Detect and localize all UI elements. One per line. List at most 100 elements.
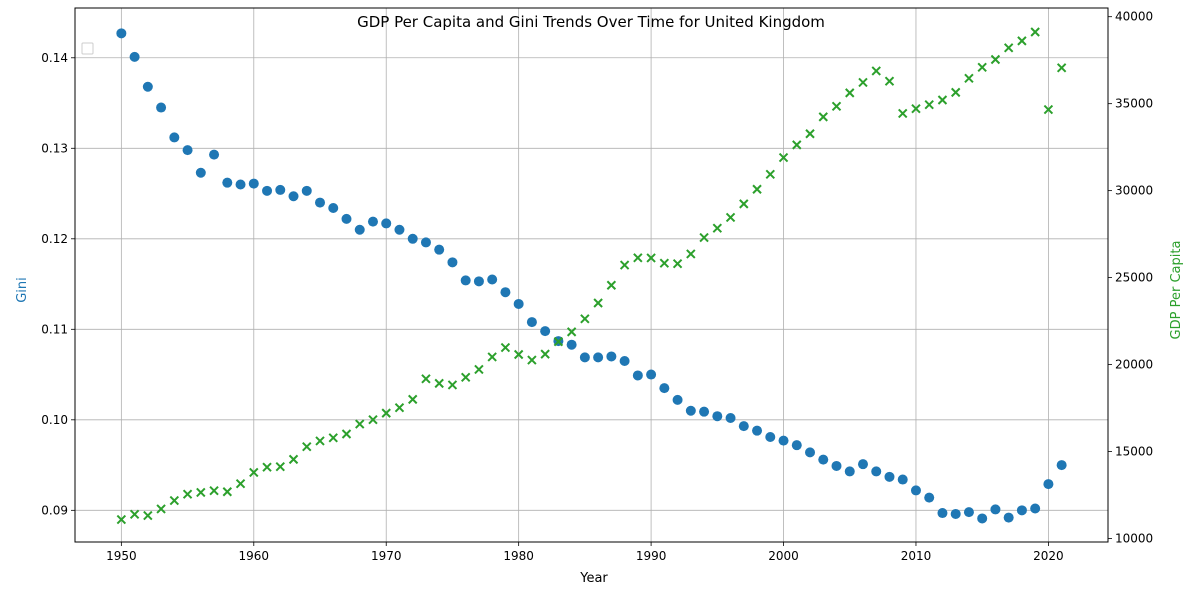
gini-point (275, 184, 286, 195)
gini-point (910, 485, 921, 496)
gdp-point (1003, 43, 1014, 53)
gini-point (500, 287, 511, 298)
gdp-point (924, 100, 934, 110)
left-y-tick-label: 0.09 (41, 503, 68, 517)
gini-point (142, 81, 153, 92)
gdp-point (209, 485, 219, 496)
gdp-point (792, 140, 802, 150)
gdp-point (527, 355, 537, 365)
gdp-point (686, 249, 696, 259)
gini-point (1016, 505, 1027, 516)
gdp-point (222, 487, 233, 497)
gini-point (805, 447, 816, 458)
gini-point (367, 216, 378, 227)
gdp-point (381, 408, 391, 418)
left-y-tick-label: 0.14 (41, 51, 68, 65)
gdp-point (937, 95, 948, 105)
right-y-tick-label: 20000 (1115, 358, 1153, 372)
gdp-point (249, 467, 259, 478)
x-tick-label: 2020 (1033, 549, 1064, 563)
x-tick-label: 2000 (768, 549, 799, 563)
gini-point (460, 275, 471, 286)
x-tick-label: 1970 (371, 549, 402, 563)
gini-series (116, 28, 1067, 524)
gdp-point (725, 212, 736, 223)
gdp-point (593, 298, 603, 308)
gini-point (1056, 460, 1067, 471)
gini-point (937, 508, 948, 519)
gdp-point (328, 433, 338, 443)
gdp-point (805, 129, 815, 139)
gdp-point (659, 258, 670, 268)
gini-point (116, 28, 127, 39)
right-y-tick-label: 10000 (1115, 532, 1153, 546)
x-axis: 1950 1960 1970 1980 1990 2000 2010 2020 (106, 542, 1064, 563)
gdp-point (619, 260, 630, 270)
gini-point (632, 370, 643, 381)
gini-point (288, 191, 299, 202)
gini-point (487, 274, 498, 285)
left-y-tick-label: 0.12 (41, 232, 68, 246)
gdp-point (831, 101, 842, 111)
gdp-point (646, 253, 656, 263)
gdp-point (355, 419, 365, 429)
gini-point (248, 178, 259, 189)
right-y-axis: 10000 15000 20000 25000 30000 35000 40000 (1108, 10, 1153, 546)
gdp-point (116, 514, 127, 525)
gdp-point (500, 342, 511, 353)
right-y-tick-label: 15000 (1115, 445, 1153, 459)
gini-point (606, 351, 617, 362)
gini-point (672, 394, 683, 405)
gini-point (540, 326, 551, 337)
gdp-point (460, 372, 471, 382)
gdp-point (143, 510, 153, 521)
gdp-point (580, 314, 590, 324)
gini-point (990, 504, 1001, 515)
gdp-point (368, 415, 378, 425)
plot-frame (74, 7, 1109, 543)
gini-point (646, 369, 657, 380)
gini-point (235, 179, 246, 190)
x-tick-label: 1950 (106, 549, 137, 563)
gini-point (341, 213, 352, 224)
gini-point (765, 432, 776, 443)
gdp-point (566, 327, 577, 337)
gini-point (407, 233, 418, 244)
gdp-point (765, 169, 775, 179)
gdp-point (990, 54, 1001, 65)
right-y-axis-label: GDP Per Capita (1169, 241, 1184, 340)
x-tick-label: 1960 (239, 549, 270, 563)
gini-point (659, 383, 670, 394)
gdp-point (950, 87, 961, 98)
gdp-point (977, 62, 987, 73)
gini-point (712, 411, 723, 422)
gini-point (420, 237, 431, 248)
gini-point (381, 218, 392, 229)
left-y-tick-label: 0.10 (41, 413, 68, 427)
grid (75, 8, 1108, 542)
gdp-point (1056, 63, 1067, 73)
gini-point (447, 257, 458, 268)
gdp-point (315, 436, 325, 446)
gdp-point (898, 108, 908, 119)
gdp-point (129, 509, 140, 520)
gdp-point (474, 364, 484, 375)
gini-point (1003, 512, 1014, 523)
gini-point (1043, 479, 1054, 490)
gini-point (222, 177, 233, 188)
gdp-point (262, 462, 272, 472)
gini-point (394, 224, 405, 235)
gini-point (301, 185, 312, 196)
left-y-axis: 0.09 0.10 0.11 0.12 0.13 0.14 (41, 51, 75, 517)
gdp-point (408, 394, 418, 405)
gini-point (725, 413, 736, 424)
gini-point (473, 276, 484, 287)
gini-point (566, 339, 577, 350)
right-y-tick-label: 35000 (1115, 97, 1153, 111)
gini-point (778, 435, 789, 446)
gdp-point (606, 280, 617, 290)
gini-point (579, 352, 590, 363)
gdp-point (341, 429, 352, 439)
gini-point (884, 471, 895, 482)
